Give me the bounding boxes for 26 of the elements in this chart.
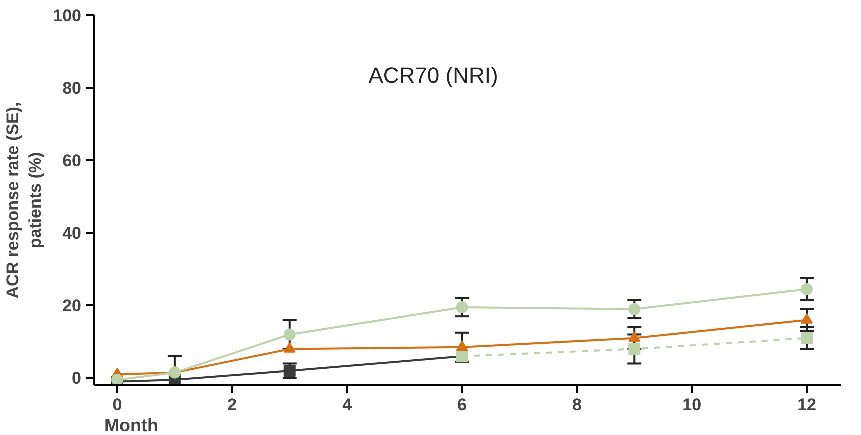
x-tick-label: 12 <box>798 396 816 414</box>
point <box>284 328 296 341</box>
point <box>801 283 814 296</box>
y-axis-title: ACR response rate (SE), patients (%) <box>3 102 46 299</box>
y-tick-label: 40 <box>62 224 82 244</box>
y-tick-label: 0 <box>72 369 82 388</box>
text: ACR70 (NRI) <box>368 63 498 88</box>
x-tick-label: 4 <box>342 396 353 414</box>
point <box>456 302 468 314</box>
y-tick-label: 20 <box>62 296 82 316</box>
point <box>628 343 641 356</box>
y-tick-label: 100 <box>53 6 82 26</box>
point <box>456 340 468 352</box>
x-tick-label: 2 <box>228 396 238 414</box>
point <box>628 303 641 316</box>
point <box>284 342 296 353</box>
point <box>168 366 181 379</box>
y-tick-label: 60 <box>62 152 82 171</box>
y-tick-label: 80 <box>62 79 82 98</box>
point <box>628 331 641 342</box>
x-tick-label: 8 <box>572 396 582 414</box>
x-tick-label: 0 <box>112 396 122 414</box>
x-tick-label: 10 <box>682 396 702 414</box>
x-tick-label: 6 <box>458 396 467 414</box>
x-axis-title: Month <box>104 416 158 435</box>
point <box>801 313 814 324</box>
